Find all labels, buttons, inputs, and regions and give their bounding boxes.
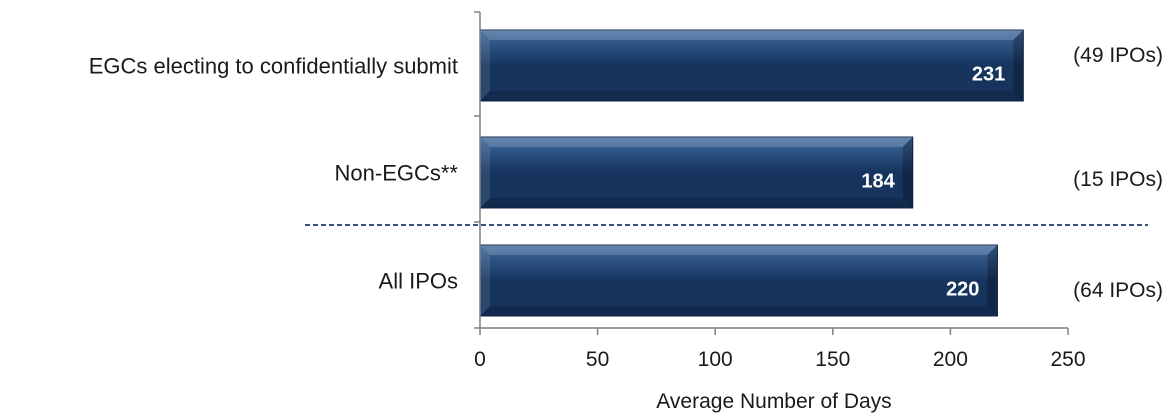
bar-bevel-bottom (480, 198, 913, 208)
x-tick-label: 100 (698, 348, 733, 371)
ipo-count-label: (15 IPOs) (1073, 168, 1163, 191)
bar-value-label: 231 (972, 64, 1005, 86)
bar (479, 244, 998, 317)
x-axis: 0 50 100 150 200 250 (474, 11, 1086, 371)
bar-bevel-top (480, 30, 1024, 40)
bar-group: 231 (479, 29, 1024, 102)
bar-bevel-left (480, 30, 490, 101)
bar-value-label: 220 (946, 279, 979, 301)
category-label: All IPOs (379, 269, 458, 294)
bar-bevel-top (480, 137, 913, 147)
bar-bevel-bottom (480, 306, 998, 316)
bar-bevel-right (987, 245, 998, 316)
ipo-count-label: (49 IPOs) (1073, 44, 1163, 67)
x-tick-label: 150 (815, 348, 850, 371)
x-tick-label: 50 (586, 348, 609, 371)
x-axis-title: Average Number of Days (656, 390, 891, 413)
bar-bevel-left (480, 245, 490, 316)
bar-group: 220 (479, 244, 998, 317)
category-label: EGCs electing to confidentially submit (89, 54, 458, 79)
bar-bevel-right (902, 137, 913, 208)
bar (479, 136, 914, 209)
x-tick-label: 250 (1050, 348, 1085, 371)
bar-value-label: 184 (861, 171, 895, 193)
category-label: Non-EGCs** (335, 161, 459, 186)
x-tick-label: 200 (933, 348, 968, 371)
bar-bevel-left (480, 137, 490, 208)
bars-layer: 231 184 220 (479, 29, 1024, 317)
bar-bevel-top (480, 245, 998, 255)
bar (479, 29, 1024, 102)
bar-group: 184 (479, 136, 914, 209)
bar-bevel-bottom (480, 91, 1024, 101)
bar-bevel-right (1013, 30, 1024, 101)
ipo-count-label: (64 IPOs) (1073, 279, 1163, 302)
x-tick-label: 0 (474, 348, 486, 371)
